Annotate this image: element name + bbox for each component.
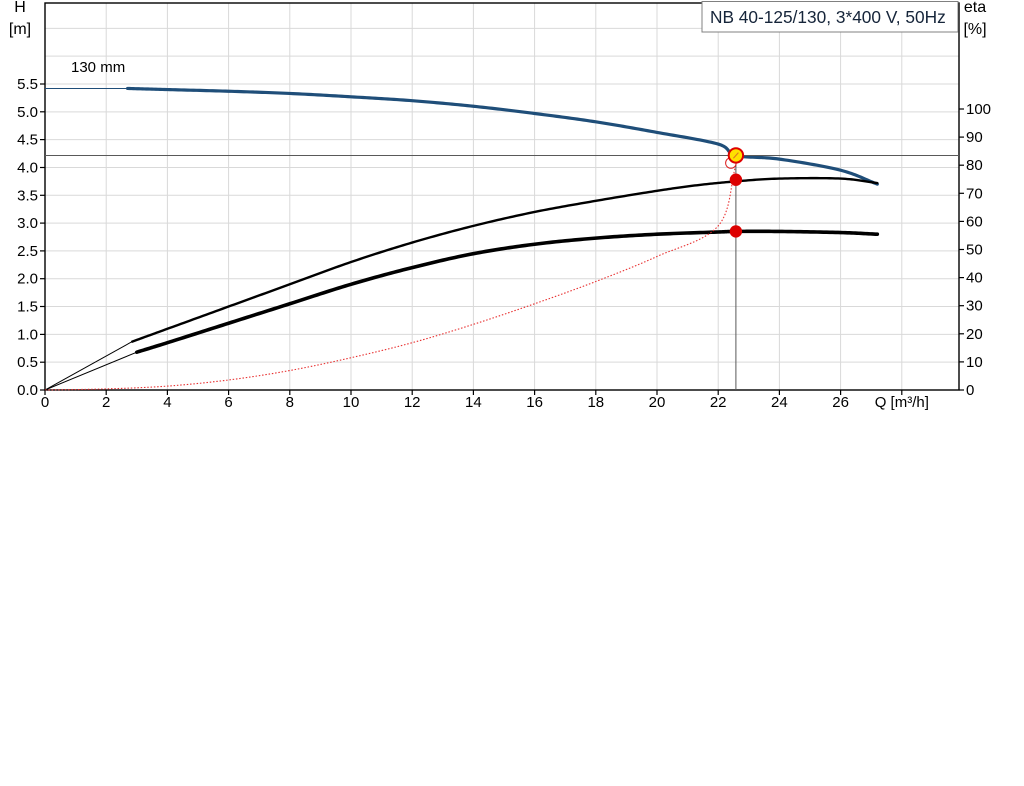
svg-text:14: 14 [465, 394, 482, 411]
svg-text:60: 60 [966, 213, 983, 230]
svg-text:1.0: 1.0 [17, 326, 38, 343]
svg-text:80: 80 [966, 157, 983, 174]
svg-text:0.5: 0.5 [17, 354, 38, 371]
svg-text:30: 30 [966, 298, 983, 315]
svg-text:2.5: 2.5 [17, 243, 38, 260]
svg-text:18: 18 [587, 394, 604, 411]
svg-text:90: 90 [966, 129, 983, 146]
svg-text:1.5: 1.5 [17, 299, 38, 316]
svg-text:NB 40-125/130, 3*400 V, 50Hz: NB 40-125/130, 3*400 V, 50Hz [710, 7, 946, 27]
svg-text:H: H [14, 0, 26, 16]
svg-text:Q [m³/h]: Q [m³/h] [875, 394, 929, 411]
svg-text:130 mm: 130 mm [71, 59, 125, 76]
svg-text:100: 100 [966, 101, 991, 118]
svg-text:24: 24 [771, 394, 788, 411]
svg-text:0: 0 [966, 382, 974, 399]
svg-text:12: 12 [404, 394, 421, 411]
svg-text:3.5: 3.5 [17, 187, 38, 204]
svg-text:0: 0 [41, 394, 49, 411]
svg-text:2: 2 [102, 394, 110, 411]
svg-text:4.5: 4.5 [17, 132, 38, 149]
svg-text:4: 4 [163, 394, 171, 411]
svg-text:10: 10 [966, 354, 983, 371]
svg-text:40: 40 [966, 270, 983, 287]
svg-text:5.5: 5.5 [17, 76, 38, 93]
svg-text:eta: eta [964, 0, 986, 16]
svg-text:8: 8 [286, 394, 294, 411]
svg-text:50: 50 [966, 242, 983, 259]
svg-text:20: 20 [966, 326, 983, 343]
svg-text:3.0: 3.0 [17, 215, 38, 232]
svg-text:10: 10 [343, 394, 360, 411]
svg-text:0.0: 0.0 [17, 382, 38, 399]
svg-text:20: 20 [649, 394, 666, 411]
svg-text:4.0: 4.0 [17, 160, 38, 177]
svg-text:26: 26 [832, 394, 849, 411]
svg-text:6: 6 [224, 394, 232, 411]
svg-text:2.0: 2.0 [17, 271, 38, 288]
svg-text:[m]: [m] [9, 21, 31, 38]
svg-text:22: 22 [710, 394, 727, 411]
svg-text:5.0: 5.0 [17, 104, 38, 121]
svg-text:70: 70 [966, 185, 983, 202]
svg-text:[%]: [%] [963, 21, 986, 38]
svg-text:16: 16 [526, 394, 543, 411]
